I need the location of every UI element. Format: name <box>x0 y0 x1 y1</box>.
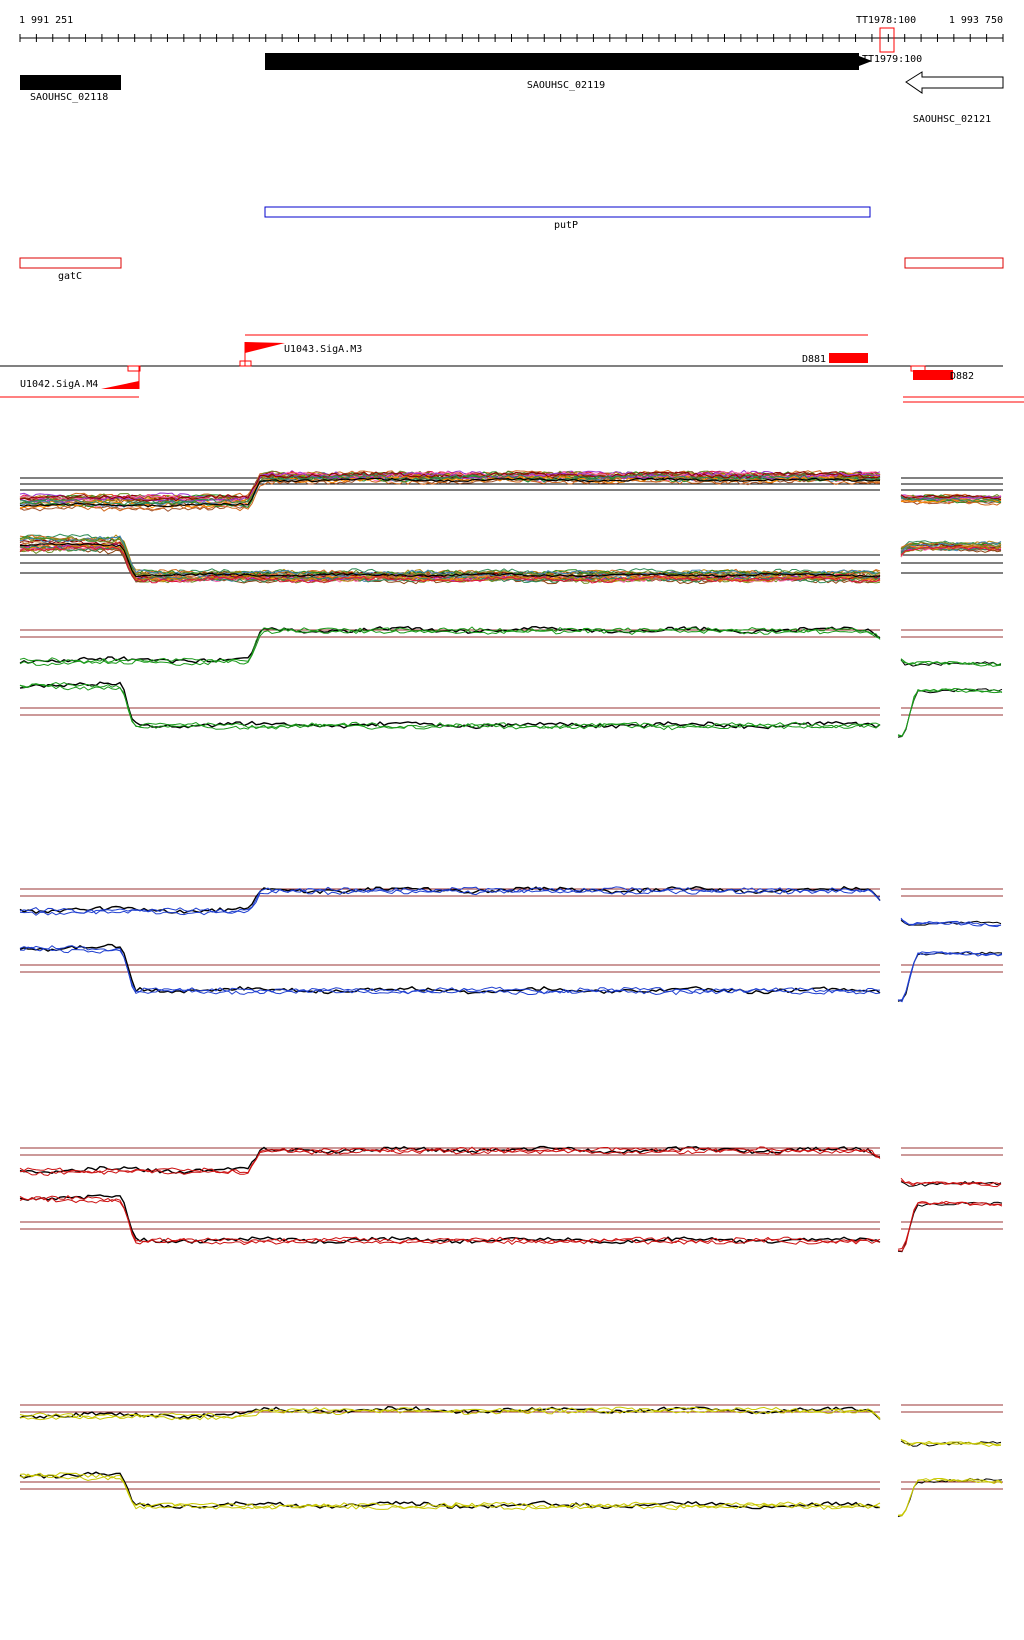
gene-label-saouhsc-02119: SAOUHSC_02119 <box>527 80 605 91</box>
promoter-label-u1043: U1043.SigA.M3 <box>284 344 362 355</box>
track-yellow <box>19 1404 1003 1518</box>
forward-trace <box>19 626 881 665</box>
gene-label-saouhsc-02121: SAOUHSC_02121 <box>913 114 991 125</box>
forward-trace <box>19 1146 881 1175</box>
terminator-label-1: TT1978:100 <box>856 15 916 26</box>
sample-trace-black <box>19 542 881 578</box>
sample-trace <box>900 545 1002 557</box>
expression-tracks <box>19 469 1003 1518</box>
forward-trace <box>19 1406 881 1420</box>
reverse-trace <box>19 681 881 730</box>
promoter-u1043-box <box>239 360 252 367</box>
reverse-trace <box>897 951 1003 1002</box>
promoter-track: U1043.SigA.M3 U1042.SigA.M4 D881 D882 <box>0 334 1024 403</box>
sample-trace <box>19 473 881 506</box>
forward-trace <box>900 658 1002 667</box>
track-green <box>19 625 1003 738</box>
gene-label-saouhsc-02118: SAOUHSC_02118 <box>30 92 108 103</box>
promoter-u1042[interactable] <box>101 381 139 389</box>
track-blue <box>19 885 1003 1003</box>
sample-trace <box>19 545 881 584</box>
track-multi-forward <box>19 469 1003 512</box>
region-d881[interactable] <box>829 353 868 363</box>
reverse-trace <box>19 1471 881 1510</box>
coord-start: 1 991 251 <box>19 15 73 26</box>
coord-end: 1 993 750 <box>949 15 1003 26</box>
sample-trace <box>19 543 881 583</box>
reverse-trace <box>897 951 1003 1003</box>
gene-saouhsc-02119[interactable] <box>265 53 872 70</box>
forward-trace <box>900 919 1002 926</box>
reverse-trace <box>19 1195 881 1245</box>
gene-name-right[interactable] <box>904 257 1004 269</box>
gene-track: SAOUHSC_02118 SAOUHSC_02119 SAOUHSC_0212… <box>20 53 1004 125</box>
forward-trace <box>19 1146 881 1177</box>
gene-saouhsc-02121[interactable] <box>905 71 1004 94</box>
sample-trace <box>900 541 1002 550</box>
coordinate-ruler: 1 991 251 1 993 750 <box>19 15 1004 42</box>
track-multi-reverse <box>19 533 1003 585</box>
reverse-trace <box>897 951 1003 1001</box>
reverse-trace <box>897 1478 1003 1517</box>
forward-trace <box>900 917 1002 928</box>
reverse-trace <box>19 1473 881 1511</box>
forward-trace <box>900 1177 1002 1188</box>
gene-name-label-putp: putP <box>554 220 578 231</box>
terminator-track: TT1978:100 TT1979:100 <box>856 15 922 65</box>
forward-trace <box>19 1406 881 1421</box>
sample-trace <box>20 545 881 584</box>
gene-saouhsc-02118[interactable] <box>20 75 121 90</box>
reverse-trace <box>897 1478 1003 1516</box>
terminator-label-2: TT1979:100 <box>862 54 922 65</box>
reverse-trace <box>897 1477 1003 1518</box>
reverse-trace <box>19 1194 881 1245</box>
sample-trace <box>900 495 1002 503</box>
sample-trace-black <box>19 477 881 508</box>
forward-trace <box>19 886 881 915</box>
sample-trace <box>19 542 881 582</box>
reverse-trace <box>19 683 881 731</box>
forward-trace <box>19 887 881 916</box>
promoter-u1043[interactable] <box>245 342 285 353</box>
gene-name-gatc[interactable] <box>19 257 122 269</box>
reverse-trace <box>897 1201 1003 1250</box>
reverse-trace <box>897 687 1003 737</box>
promoter-label-u1042: U1042.SigA.M4 <box>20 379 98 390</box>
promoter-u1042-box <box>127 365 141 372</box>
gene-name-track: putP gatC <box>19 206 1004 282</box>
sample-trace <box>19 471 881 502</box>
forward-trace <box>19 1405 881 1420</box>
reverse-trace <box>19 1472 881 1510</box>
forward-trace <box>900 1439 1002 1447</box>
forward-trace <box>19 626 881 667</box>
region-d882[interactable] <box>913 370 953 380</box>
terminator-marker[interactable] <box>879 27 895 53</box>
ruler-ticks <box>19 34 1004 42</box>
region-label-d881: D881 <box>802 354 826 365</box>
forward-trace <box>19 625 881 665</box>
region-d882-box <box>910 365 926 372</box>
reverse-trace <box>897 688 1003 737</box>
reverse-trace <box>897 688 1003 738</box>
track-red <box>19 1145 1003 1253</box>
reverse-trace <box>19 1196 881 1246</box>
sample-trace <box>900 540 1002 552</box>
sample-trace <box>19 535 881 578</box>
sample-trace <box>19 534 881 577</box>
region-label-d882: D882 <box>950 371 974 382</box>
gene-name-putp[interactable] <box>264 206 871 218</box>
reverse-trace <box>19 946 880 996</box>
reverse-trace <box>19 945 881 995</box>
reverse-trace <box>897 1200 1003 1252</box>
reverse-trace <box>19 681 881 730</box>
sample-trace <box>900 494 1002 501</box>
forward-trace <box>900 660 1002 666</box>
reverse-trace <box>19 943 881 995</box>
gene-name-label-gatc: gatC <box>58 271 82 282</box>
